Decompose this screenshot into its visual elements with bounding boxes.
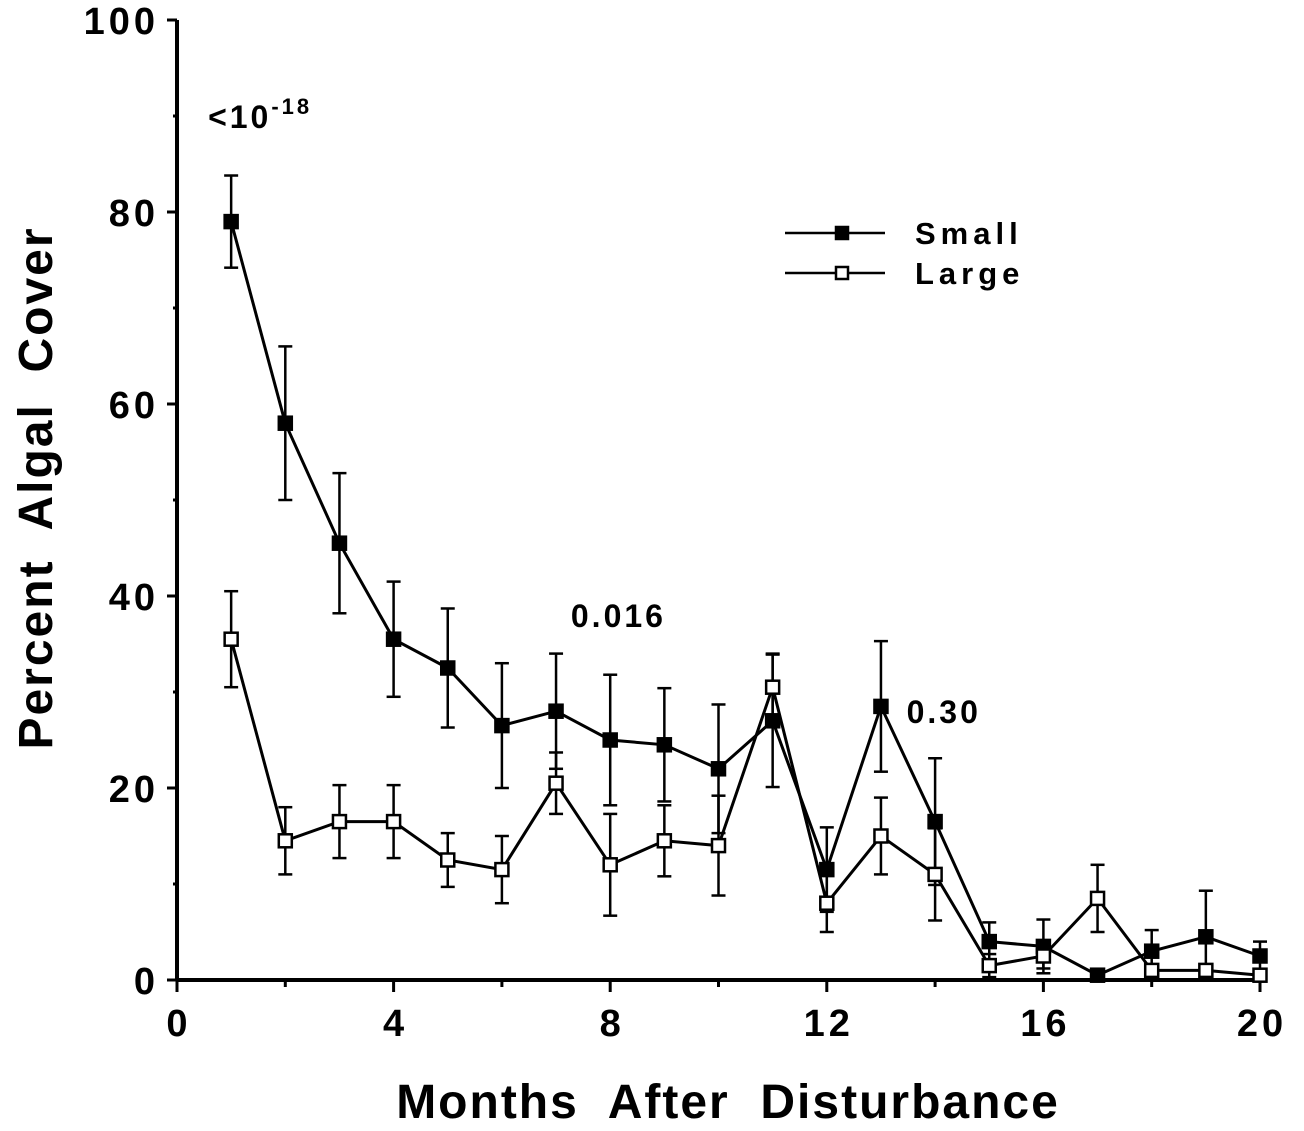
- x-tick-label: 12: [804, 1003, 854, 1045]
- p-value-annotation: 0.016: [571, 598, 666, 634]
- data-point: [819, 895, 835, 911]
- data-point: [1198, 962, 1214, 979]
- y-tick-label: 20: [109, 769, 159, 811]
- series-large: [223, 589, 1268, 983]
- data-point: [927, 813, 943, 830]
- data-point: [764, 679, 781, 695]
- data-point: [873, 828, 889, 844]
- data-point: [494, 861, 510, 878]
- y-tick-label: 60: [109, 385, 159, 427]
- data-point: [548, 775, 564, 791]
- data-point: [1143, 943, 1160, 959]
- p-value-annotation: <10-18: [208, 94, 312, 135]
- data-point: [656, 737, 673, 753]
- data-point: [1252, 948, 1268, 964]
- x-axis-title: Months After Disturbance: [396, 1076, 1060, 1129]
- data-point: [602, 857, 618, 873]
- data-point: [277, 833, 294, 849]
- legend-marker: [834, 225, 850, 241]
- data-point: [1198, 929, 1214, 945]
- y-axis-title: Percent Algal Cover: [10, 226, 63, 749]
- axes: 0 20 40 60 80 100 0 4 8 12 16 20: [84, 1, 1287, 1045]
- annotation-base: <10: [208, 99, 271, 135]
- data-point: [277, 415, 294, 431]
- data-point: [981, 933, 997, 950]
- annotation-superscript: -18: [271, 94, 312, 119]
- data-point: [602, 732, 618, 748]
- data-point: [331, 535, 348, 551]
- data-point: [385, 813, 402, 830]
- x-tick-label: 16: [1020, 1003, 1070, 1045]
- series-line: [229, 221, 1261, 977]
- x-tick-label: 8: [600, 1003, 625, 1045]
- data-point: [1089, 890, 1106, 907]
- data-point: [223, 213, 239, 230]
- x-tick-label: 20: [1237, 1003, 1287, 1045]
- y-tick-label: 80: [109, 193, 159, 235]
- data-point: [981, 957, 997, 974]
- legend-label: Small: [915, 216, 1023, 251]
- data-point: [440, 852, 456, 868]
- data-point: [331, 813, 348, 830]
- data-point: [1089, 967, 1106, 983]
- y-tick-label: 0: [134, 961, 159, 1003]
- x-tick-label: 4: [383, 1003, 408, 1045]
- legend-item-small: Small: [785, 216, 1023, 251]
- data-point: [656, 833, 673, 849]
- data-point: [223, 631, 239, 647]
- data-point: [927, 866, 943, 883]
- data-point: [1035, 948, 1052, 964]
- data-point: [548, 703, 564, 719]
- x-tick-label: 0: [166, 1003, 191, 1045]
- data-point: [1143, 962, 1160, 979]
- annotations: <10-18 0.016 0.30: [208, 94, 981, 730]
- y-tick-label: 40: [109, 577, 159, 619]
- data-point: [385, 631, 402, 647]
- p-value-annotation: 0.30: [907, 694, 981, 730]
- legend-marker: [834, 265, 850, 281]
- series-small: [223, 174, 1268, 983]
- series-line: [229, 638, 1261, 977]
- y-tick-label: 100: [84, 1, 159, 43]
- legend: Small Large: [785, 216, 1024, 291]
- series-layer: [223, 174, 1268, 983]
- data-point: [1252, 967, 1268, 983]
- data-point: [710, 761, 727, 777]
- data-point: [440, 660, 456, 676]
- data-point: [873, 698, 889, 715]
- data-point: [494, 717, 510, 734]
- legend-item-large: Large: [785, 256, 1024, 291]
- legend-label: Large: [915, 256, 1024, 291]
- data-point: [710, 837, 727, 854]
